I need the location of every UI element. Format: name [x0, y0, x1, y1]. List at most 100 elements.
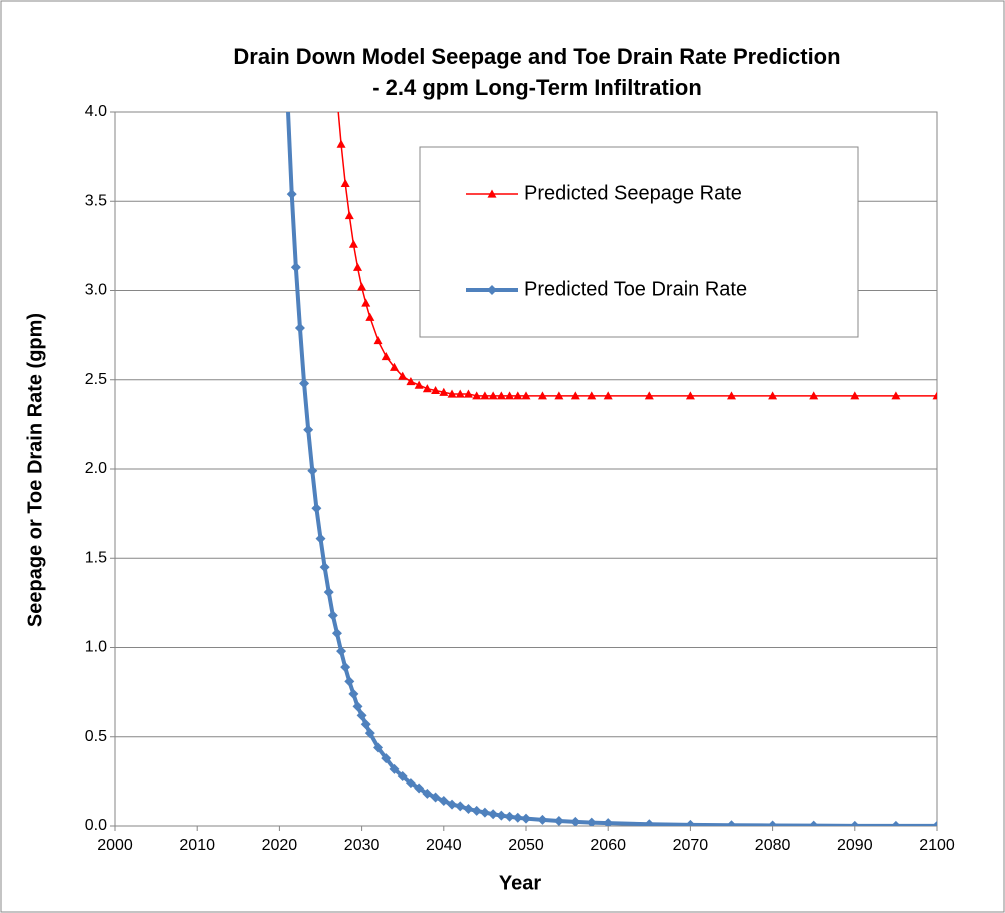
- marker: [809, 391, 819, 400]
- marker: [685, 819, 696, 826]
- y-tick-label: 3.5: [85, 192, 107, 209]
- marker: [488, 391, 498, 400]
- x-tick-label: 2070: [673, 837, 709, 854]
- x-tick-label: 2040: [426, 837, 462, 854]
- y-tick-label: 2.5: [85, 371, 107, 388]
- marker: [496, 810, 507, 821]
- marker: [357, 282, 367, 291]
- y-tick-label: 0.0: [85, 817, 107, 834]
- x-tick-label: 2030: [344, 837, 380, 854]
- marker: [405, 778, 416, 789]
- marker: [352, 262, 362, 271]
- marker: [414, 783, 425, 794]
- marker: [603, 391, 613, 400]
- marker: [480, 391, 490, 400]
- x-tick-label: 2100: [919, 837, 955, 854]
- marker: [472, 391, 482, 400]
- legend-box: [419, 146, 859, 338]
- marker: [932, 391, 937, 400]
- marker: [336, 646, 347, 657]
- marker: [331, 628, 342, 639]
- marker: [849, 820, 860, 826]
- marker: [463, 389, 473, 398]
- marker: [307, 465, 318, 476]
- marker: [767, 820, 778, 826]
- marker: [554, 391, 564, 400]
- marker: [389, 763, 400, 774]
- marker: [447, 389, 457, 398]
- x-tick-label: 2060: [590, 837, 626, 854]
- x-tick-label: 2000: [97, 837, 133, 854]
- x-tick-label: 2020: [262, 837, 298, 854]
- marker: [808, 820, 819, 826]
- marker: [294, 322, 305, 333]
- marker: [587, 391, 597, 400]
- marker: [290, 262, 301, 273]
- y-tick-label: 2.0: [85, 460, 107, 477]
- legend-label: Predicted Toe Drain Rate: [524, 278, 747, 300]
- marker: [463, 804, 474, 815]
- marker: [553, 816, 564, 826]
- marker: [439, 387, 449, 396]
- marker: [644, 819, 655, 826]
- legend: Predicted Seepage Rate Predicted Toe Drai…: [419, 146, 859, 338]
- marker: [537, 391, 547, 400]
- plot-frame: [114, 111, 938, 827]
- chart-title: - 2.4 gpm Long-Term Infiltration: [372, 75, 702, 100]
- marker: [447, 799, 458, 810]
- marker: [521, 813, 531, 824]
- marker: [373, 335, 383, 345]
- marker: [537, 814, 548, 825]
- marker: [414, 380, 424, 389]
- marker: [381, 753, 392, 764]
- marker: [891, 391, 901, 400]
- marker: [932, 820, 937, 826]
- marker: [406, 377, 416, 386]
- y-axis-title: Seepage or Toe Drain Rate (gpm): [24, 313, 46, 627]
- marker: [360, 719, 371, 730]
- marker: [570, 391, 580, 400]
- marker: [512, 812, 523, 823]
- marker: [348, 688, 359, 699]
- legend-label: Predicted Seepage Rate: [524, 182, 742, 204]
- marker: [727, 391, 736, 400]
- marker: [344, 211, 354, 220]
- marker: [504, 811, 515, 822]
- x-tick-label: 2010: [179, 837, 215, 854]
- marker: [327, 610, 338, 621]
- marker: [389, 362, 399, 371]
- marker: [521, 391, 531, 400]
- marker: [726, 820, 737, 826]
- marker: [397, 771, 408, 782]
- marker: [299, 378, 310, 389]
- marker: [365, 312, 375, 321]
- marker: [422, 788, 433, 799]
- marker: [496, 391, 506, 400]
- x-tick-label: 2090: [837, 837, 873, 854]
- marker: [487, 285, 497, 295]
- chart-title: Drain Down Model Seepage and Toe Drain R…: [233, 44, 840, 69]
- marker: [286, 189, 297, 200]
- marker: [644, 391, 654, 400]
- marker: [586, 817, 597, 826]
- marker: [471, 805, 482, 816]
- plot-area: [286, 112, 937, 826]
- marker: [603, 818, 614, 826]
- marker: [336, 139, 346, 148]
- marker: [488, 809, 499, 820]
- marker: [315, 533, 326, 544]
- y-tick-label: 1.0: [85, 639, 107, 656]
- marker: [364, 728, 375, 739]
- marker: [850, 391, 860, 400]
- x-axis-title: Year: [499, 872, 541, 894]
- marker: [422, 384, 432, 393]
- marker: [340, 178, 350, 187]
- marker: [398, 371, 408, 380]
- marker: [479, 807, 490, 818]
- marker: [319, 562, 330, 573]
- marker: [381, 352, 391, 361]
- marker: [570, 816, 581, 826]
- marker: [431, 385, 441, 395]
- marker: [505, 391, 515, 400]
